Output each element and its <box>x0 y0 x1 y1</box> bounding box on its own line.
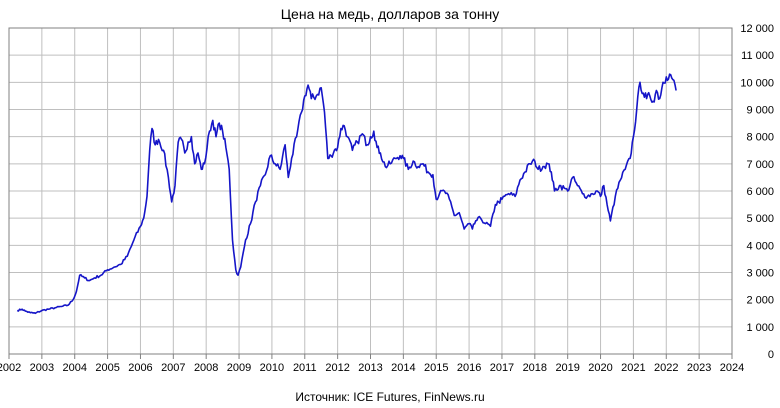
x-tick-label: 2002 <box>0 362 21 374</box>
y-axis-tick-labels: 0 1 000 2 000 3 000 4 000 5 000 6 000 7 000 8 00… <box>740 23 774 361</box>
y-tick-label: 10 000 <box>740 77 774 89</box>
x-tick-label: 2012 <box>325 362 349 374</box>
chart-title: Цена на медь, долларов за тонну <box>280 6 500 22</box>
series-line-copper-price <box>16 73 677 315</box>
y-tick-label: 1 000 <box>746 322 774 334</box>
x-tick-label: 2023 <box>687 362 711 374</box>
x-tick-label: 2003 <box>30 362 54 374</box>
y-tick-label: 8 000 <box>746 132 774 144</box>
x-tick-label: 2004 <box>62 362 86 374</box>
x-tick-label: 2024 <box>720 362 744 374</box>
y-tick-label: 5 000 <box>746 213 774 225</box>
x-tick-label: 2005 <box>95 362 119 374</box>
x-tick-label: 2016 <box>457 362 481 374</box>
x-tick-label: 2014 <box>391 362 415 374</box>
x-tick-label: 2019 <box>555 362 579 374</box>
x-tick-label: 2011 <box>293 362 317 374</box>
x-tick-label: 2013 <box>358 362 382 374</box>
x-tick-label: 2021 <box>621 362 645 374</box>
y-tick-label: 12 000 <box>740 23 774 35</box>
y-tick-label: 2 000 <box>746 295 774 307</box>
x-tick-label: 2008 <box>194 362 218 374</box>
gridlines <box>8 27 733 355</box>
x-tick-label: 2020 <box>588 362 612 374</box>
x-tick-label: 2007 <box>161 362 185 374</box>
x-tick-label: 2017 <box>490 362 514 374</box>
x-tick-label: 2018 <box>523 362 547 374</box>
y-tick-label: 3 000 <box>746 268 774 280</box>
y-tick-label: 4 000 <box>746 240 774 252</box>
x-tick-label: 2015 <box>424 362 448 374</box>
x-axis-tick-labels: 2002 2003 2004 2005 2006 2007 2008 2009 2010 2011… <box>0 354 744 374</box>
x-tick-label: 2010 <box>260 362 284 374</box>
y-tick-label: 11 000 <box>741 50 774 62</box>
y-tick-label: 0 <box>768 349 774 361</box>
x-tick-label: 2009 <box>227 362 251 374</box>
x-tick-label: 2022 <box>654 362 678 374</box>
y-tick-label: 7 000 <box>746 159 774 171</box>
x-tick-label: 2006 <box>128 362 152 374</box>
chart-source-note: Источник: ICE Futures, FinNews.ru <box>295 390 485 404</box>
y-tick-label: 6 000 <box>746 186 774 198</box>
y-tick-label: 9 000 <box>746 105 774 117</box>
